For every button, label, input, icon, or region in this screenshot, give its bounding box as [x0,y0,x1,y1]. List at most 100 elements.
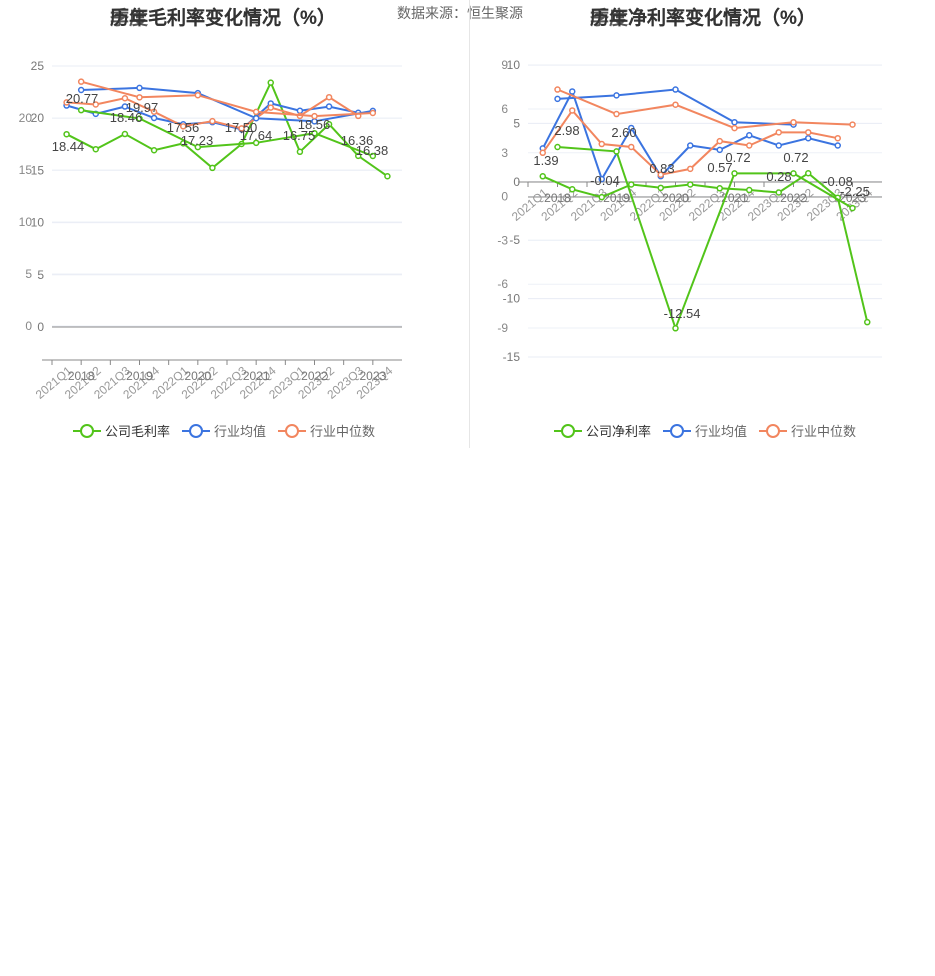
quarterly-series-2-point [121,94,129,102]
data-label: 0.72 [725,150,750,165]
legend-label: 公司毛利率 [105,424,171,439]
gross-margin-title-overlay: 季度毛利率变化情况（%） [110,8,336,29]
y-tick-label: 5 [513,116,520,130]
legend-item[interactable]: 公司净利率 [554,421,651,440]
quarterly-series-0 [542,171,869,323]
quarterly-series-2-point [569,107,576,114]
x-year-label: 2021 [721,191,748,205]
x-year-label: 2020 [184,369,211,383]
data-label: 2.60 [611,125,636,140]
quarterly-series-2-point [746,142,753,149]
net-margin-title: 历年净利率变化情况（%） [590,8,816,29]
quarterly-series-0-point [628,181,635,188]
data-label: -0.04 [590,173,620,188]
data-label: 2.98 [554,123,579,138]
x-year-label: 2018 [544,191,571,205]
y-tick-label: 0 [37,320,44,334]
legend-item[interactable]: 行业均值 [663,421,747,440]
legend-item[interactable]: 行业均值 [182,421,266,440]
quarterly-series-2-point [834,134,841,142]
data-label: 17.64 [240,128,273,143]
quarterly-series-0-point [716,185,723,192]
annual-series-1-point [613,92,620,99]
y-tick-label: -5 [509,233,520,247]
data-label: 0.28 [766,169,791,184]
annual-series-1-point [252,114,260,122]
quarterly-series-0-point [657,184,664,192]
y-tick-label-overlay: 15 [19,163,33,177]
data-label: 16.36 [341,133,374,148]
y-tick-label: -10 [503,292,521,306]
annual-series-0 [557,146,854,332]
legend-marker [285,423,300,438]
quarterly-series-0-point [687,181,694,188]
gross-margin-title: 历年毛利率变化情况（%） [110,8,336,29]
data-source-label: 数据来源：恒生聚源 [397,5,523,21]
legend-label: 行业中位数 [310,424,376,439]
annual-series-0-point [77,106,85,114]
x-year-label: 2022 [301,369,328,383]
annual-series-0-point [194,143,202,151]
annual-series-1-point [554,95,561,103]
legend-label: 行业均值 [695,424,748,439]
x-year-label: 2019 [603,191,630,205]
data-label: 20.77 [66,91,99,106]
annual-series-2-point [731,124,738,132]
data-label: 0.83 [649,161,674,176]
annual-series-0-point [311,129,318,137]
annual-series-0-point [252,139,260,147]
quarterly-series-1-point [716,146,723,154]
quarterly-series-1-point [834,142,841,149]
annual-series-0-point [613,148,620,155]
y-tick-label-overlay: -3 [497,233,508,247]
quarterly-series-1-point [296,107,304,114]
quarterly-series-1-point [569,88,576,95]
y-tick-label: -15 [503,350,521,364]
data-label: -12.54 [664,306,701,321]
y-tick-label: 15 [31,163,45,177]
y-tick-label-overlay: 9 [501,58,508,72]
quarterly-series-1-point [805,134,812,142]
annual-series-1-point [672,86,679,93]
annual-series-2-point [136,94,143,101]
gross-margin-chart: 季度毛利率变化情况（%） 历年毛利率变化情况（%） 0 5 10 15 20 25 0 5 10… [0,0,470,450]
y-tick-label-overlay: 10 [19,215,33,229]
legend-label: 公司净利率 [586,424,652,439]
y-tick-label-overlay: -6 [497,277,508,291]
annual-series-2-point [849,121,856,128]
gross-margin-plot: 0510152025051015202021Q12021Q22021Q32021… [19,59,402,402]
x-year-label: 2023 [359,369,386,383]
net-margin-legend: 公司净利率 行业均值 行业中位数 [554,421,856,440]
legend-swatch-icon [554,423,582,438]
data-label: 17.23 [181,133,214,148]
annual-series-2-point [252,108,260,116]
y-tick-label: 10 [31,216,45,230]
y-tick-label: 20 [31,111,45,125]
legend-swatch-icon [278,423,307,438]
legend-item[interactable]: 行业中位数 [759,421,856,440]
data-label: 16.75 [283,128,316,143]
quarterly-series-2-point [325,93,333,101]
net-margin-plot: -15-10-50510-9-6-303692021Q12021Q22021Q3… [497,58,882,364]
quarterly-series-0-point [539,173,546,180]
y-tick-label: 0 [513,175,520,189]
y-tick-label-overlay: 20 [19,111,33,125]
quarterly-series-2-point [716,137,723,145]
quarterly-series-2-point [180,123,187,130]
legend-item[interactable]: 公司毛利率 [73,421,170,440]
annual-series-0-point [554,143,561,151]
quarterly-series-2-point [150,108,158,116]
legend-item[interactable]: 行业中位数 [278,421,375,440]
quarterly-series-1-point [775,142,782,149]
y-tick-label-overlay: 5 [25,267,32,281]
y-tick-label: 10 [507,58,521,72]
quarterly-series-1-point [325,103,333,110]
legend-swatch-icon [759,423,788,438]
legend-label: 行业均值 [214,424,267,439]
data-label: 18.56 [298,117,331,132]
quarterly-series-0-point [63,130,70,138]
quarterly-series-0-point [325,120,333,128]
quarterly-series-0-point [92,145,99,153]
quarterly-series-0 [66,80,388,178]
legend-label: 行业中位数 [791,424,857,439]
